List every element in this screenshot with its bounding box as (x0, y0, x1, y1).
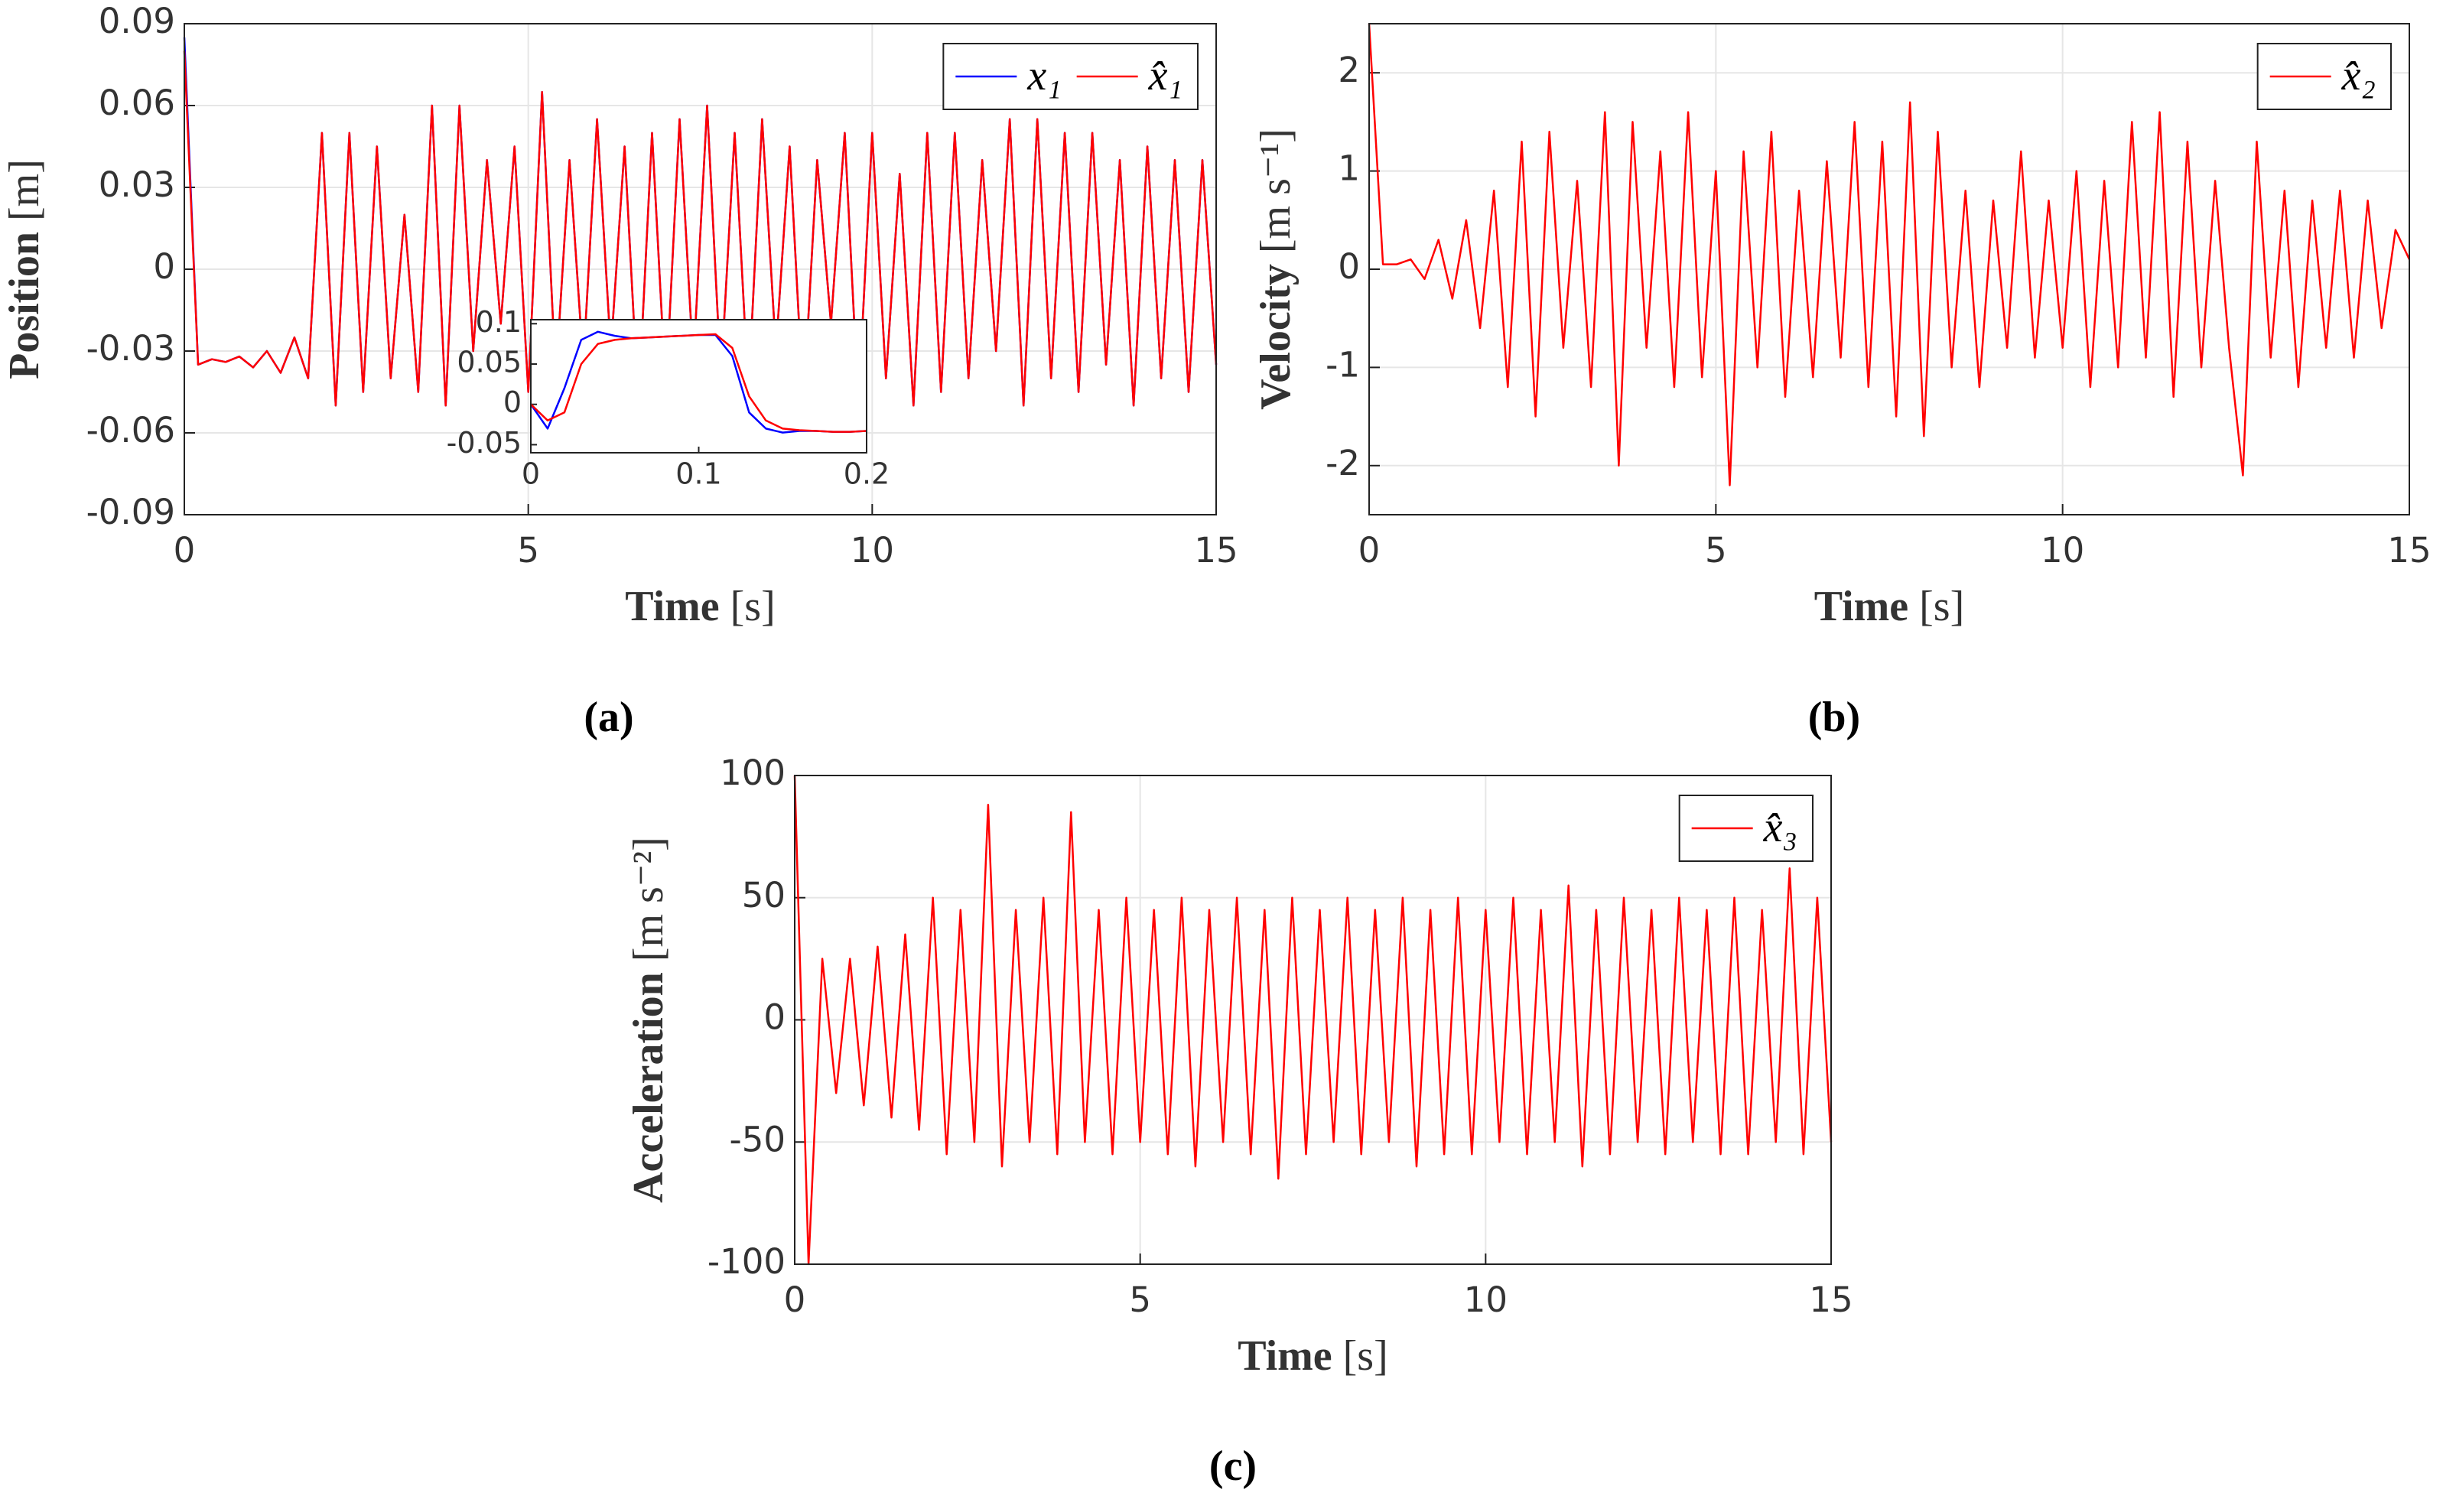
y-tick-label: -0.03 (86, 328, 175, 369)
y-axis-label-unit: [m s⁻²] (625, 837, 672, 961)
x-axis-label-name: Time (1238, 1332, 1332, 1380)
x-tick-label: 5 (517, 530, 539, 571)
y-tick-label: 1 (1338, 148, 1360, 189)
x-axis-label-unit: [s] (1919, 583, 1964, 630)
y-tick-label: 0.1 (476, 305, 522, 339)
x-axis-label: Time [s] (1238, 1332, 1388, 1380)
y-axis-label: Velocity [m s⁻¹] (1252, 128, 1300, 410)
y-tick-label: 100 (720, 753, 786, 793)
y-tick-label: 0.05 (457, 346, 522, 379)
y-tick-label: -1 (1326, 344, 1360, 385)
panel-label: (a) (584, 694, 633, 741)
panel-label: (b) (1808, 694, 1860, 741)
data-line (793, 775, 1833, 1266)
x-tick-label: 15 (2387, 530, 2431, 571)
x-axis-label-name: Time (625, 583, 719, 630)
legend: x̂₂ (2256, 43, 2392, 110)
y-tick-label: 50 (742, 875, 786, 915)
y-tick-label: -100 (708, 1241, 786, 1282)
y-tick-label: 0.06 (99, 83, 175, 123)
y-tick-label: 0.03 (99, 164, 175, 205)
panel-label: (c) (1209, 1442, 1257, 1490)
axes-box (530, 319, 867, 454)
x-axis-label: Time [s] (625, 583, 776, 630)
x-tick-label: 5 (1705, 530, 1727, 571)
x-tick-label: 15 (1809, 1280, 1853, 1320)
y-axis-label-name: Acceleration (625, 972, 672, 1203)
chart: 0 5 10 15 -2 -1 0 1 2 Time [s] Velocity [m s⁻¹] (b) x̂… (1252, 23, 2432, 741)
legend: x₁ x̂₁ (942, 43, 1199, 110)
y-axis-label-unit: [m] (1, 159, 48, 221)
y-tick-label: 0 (1338, 246, 1360, 287)
y-tick-label: -50 (730, 1119, 786, 1159)
y-tick-label: -0.06 (86, 410, 175, 450)
legend-label: x₁ (1026, 52, 1061, 99)
y-axis-label: Acceleration [m s⁻²] (625, 837, 672, 1203)
x-axis-label-unit: [s] (1343, 1332, 1388, 1380)
y-axis-label-name: Position (1, 232, 48, 379)
y-tick-label: -0.09 (86, 492, 175, 532)
x-tick-label: 0 (784, 1280, 806, 1320)
y-tick-label: 0 (153, 246, 175, 287)
x-tick-label: 0.2 (844, 457, 890, 491)
legend: x̂₃ (1678, 795, 1814, 862)
data-line (530, 333, 867, 433)
x-tick-label: 0 (1358, 530, 1381, 571)
x-tick-label: 10 (1464, 1280, 1508, 1320)
axes-box (794, 775, 1832, 1265)
y-tick-label: 2 (1338, 50, 1360, 90)
x-tick-label: 0.1 (675, 457, 721, 491)
x-tick-label: 10 (851, 530, 894, 571)
x-tick-label: 10 (2041, 530, 2084, 571)
x-axis-label: Time [s] (1814, 583, 1965, 630)
axes-box (184, 23, 1217, 515)
x-tick-label: 0 (174, 530, 196, 571)
x-tick-label: 15 (1194, 530, 1238, 571)
axes-box (1368, 23, 2410, 515)
legend-label: x̂₃ (1763, 804, 1797, 851)
y-tick-label: 0.09 (99, 1, 175, 41)
y-axis-label: Position [m] (1, 159, 48, 379)
y-tick-label: -0.05 (447, 426, 522, 460)
x-tick-label: 5 (1129, 1280, 1151, 1320)
chart: 0 5 10 15 -100 -50 0 50 100 Time [s] Acceleration [m… (625, 753, 1853, 1490)
y-tick-label: -2 (1326, 443, 1360, 483)
y-axis-label-name: Velocity (1252, 264, 1300, 410)
legend-label: x̂₂ (2341, 52, 2376, 99)
data-line (183, 50, 1218, 407)
data-line (1368, 23, 2411, 486)
x-tick-label: 0 (522, 457, 540, 491)
legend-label: x̂₁ (1148, 52, 1182, 99)
y-tick-label: 0 (763, 997, 786, 1038)
x-axis-label-name: Time (1814, 583, 1908, 630)
y-tick-label: 0 (503, 385, 522, 419)
x-axis-label-unit: [s] (730, 583, 776, 630)
y-axis-label-unit: [m s⁻¹] (1252, 128, 1300, 253)
